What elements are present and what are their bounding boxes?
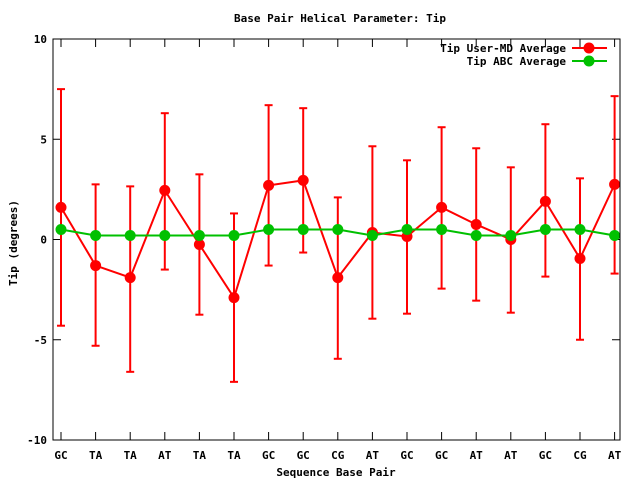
data-point xyxy=(574,223,586,235)
x-tick-label: TA xyxy=(227,449,241,462)
data-point xyxy=(55,223,67,235)
data-point xyxy=(436,223,448,235)
y-tick-label: 0 xyxy=(40,234,47,247)
data-point xyxy=(263,223,275,235)
legend-marker xyxy=(583,42,595,54)
x-tick-label: AT xyxy=(504,449,518,462)
series-layer xyxy=(55,88,621,383)
data-point xyxy=(470,218,482,230)
series-1 xyxy=(55,88,621,383)
data-point xyxy=(159,184,171,196)
data-point xyxy=(193,239,205,251)
chart-title: Base Pair Helical Parameter: Tip xyxy=(234,12,446,25)
data-point xyxy=(228,229,240,241)
x-tick-label: GC xyxy=(400,449,413,462)
y-tick-label: 10 xyxy=(34,33,47,46)
x-tick-label: AT xyxy=(470,449,484,462)
x-axis-ticks: GC TA TA AT TA TA GC GC CG AT GC GC AT AT GC CG AT xyxy=(54,39,622,462)
x-tick-label: GC xyxy=(297,449,310,462)
data-point xyxy=(228,292,240,304)
legend-label: Tip ABC Average xyxy=(467,55,567,68)
data-point xyxy=(90,229,102,241)
x-tick-label: GC xyxy=(54,449,67,462)
data-point xyxy=(263,179,275,191)
data-point xyxy=(332,223,344,235)
x-tick-label: CG xyxy=(573,449,587,462)
data-point xyxy=(124,229,136,241)
data-point xyxy=(55,201,67,213)
data-point xyxy=(193,229,205,241)
data-point xyxy=(609,229,621,241)
x-axis-label: Sequence Base Pair xyxy=(276,466,396,479)
x-tick-label: TA xyxy=(124,449,138,462)
y-tick-label: -10 xyxy=(27,434,47,447)
x-tick-label: TA xyxy=(193,449,207,462)
data-point xyxy=(505,229,517,241)
series-2 xyxy=(55,223,621,241)
data-point xyxy=(90,260,102,272)
x-tick-label: AT xyxy=(158,449,172,462)
data-point xyxy=(401,223,413,235)
data-point xyxy=(297,174,309,186)
data-point xyxy=(297,223,309,235)
x-tick-label: CG xyxy=(331,449,345,462)
legend-label: Tip User-MD Average xyxy=(440,42,566,55)
data-point xyxy=(332,272,344,284)
y-axis-label: Tip (degrees) xyxy=(7,200,20,286)
y-tick-label: 5 xyxy=(40,133,47,146)
data-point xyxy=(124,272,136,284)
data-point xyxy=(470,229,482,241)
x-tick-label: GC xyxy=(435,449,448,462)
data-point xyxy=(539,223,551,235)
data-point xyxy=(366,229,378,241)
data-point xyxy=(574,253,586,265)
data-point xyxy=(609,178,621,190)
data-point xyxy=(436,201,448,213)
x-tick-label: AT xyxy=(608,449,622,462)
x-tick-label: TA xyxy=(89,449,103,462)
x-tick-label: GC xyxy=(262,449,275,462)
plot-frame xyxy=(52,38,621,441)
x-tick-label: AT xyxy=(366,449,380,462)
data-point xyxy=(539,195,551,207)
x-tick-label: GC xyxy=(539,449,552,462)
legend-marker xyxy=(583,55,595,67)
data-point xyxy=(159,229,171,241)
y-tick-label: -5 xyxy=(34,334,47,347)
